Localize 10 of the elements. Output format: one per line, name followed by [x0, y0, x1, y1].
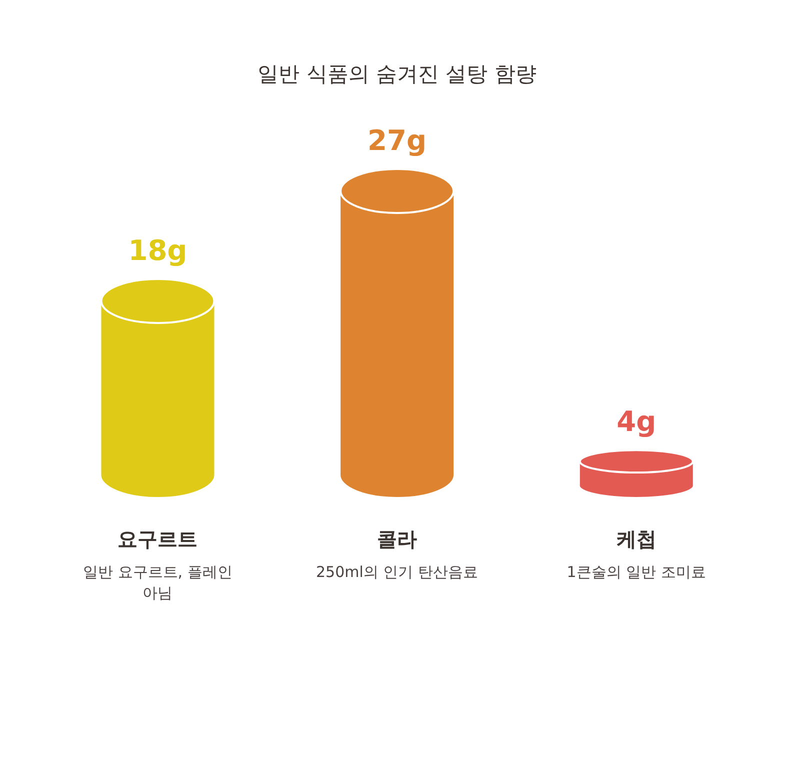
text: 250ml의 인기 탄산음료	[315, 562, 479, 583]
data-label: 4g	[616, 405, 656, 438]
text: 일반 요구르트, 플레인 아님	[82, 562, 234, 604]
data-label: 27g	[368, 124, 427, 157]
data-label: 18g	[128, 234, 188, 267]
x-tick-label: 콜라	[377, 527, 417, 551]
x-tick-label: 케첩	[616, 527, 656, 551]
text: 1큰술의 일반 조미료	[566, 562, 707, 583]
chart-title: 일반 식품의 숨겨진 설탕 함량	[256, 61, 538, 88]
x-tick-label: 요구르트	[118, 527, 198, 551]
